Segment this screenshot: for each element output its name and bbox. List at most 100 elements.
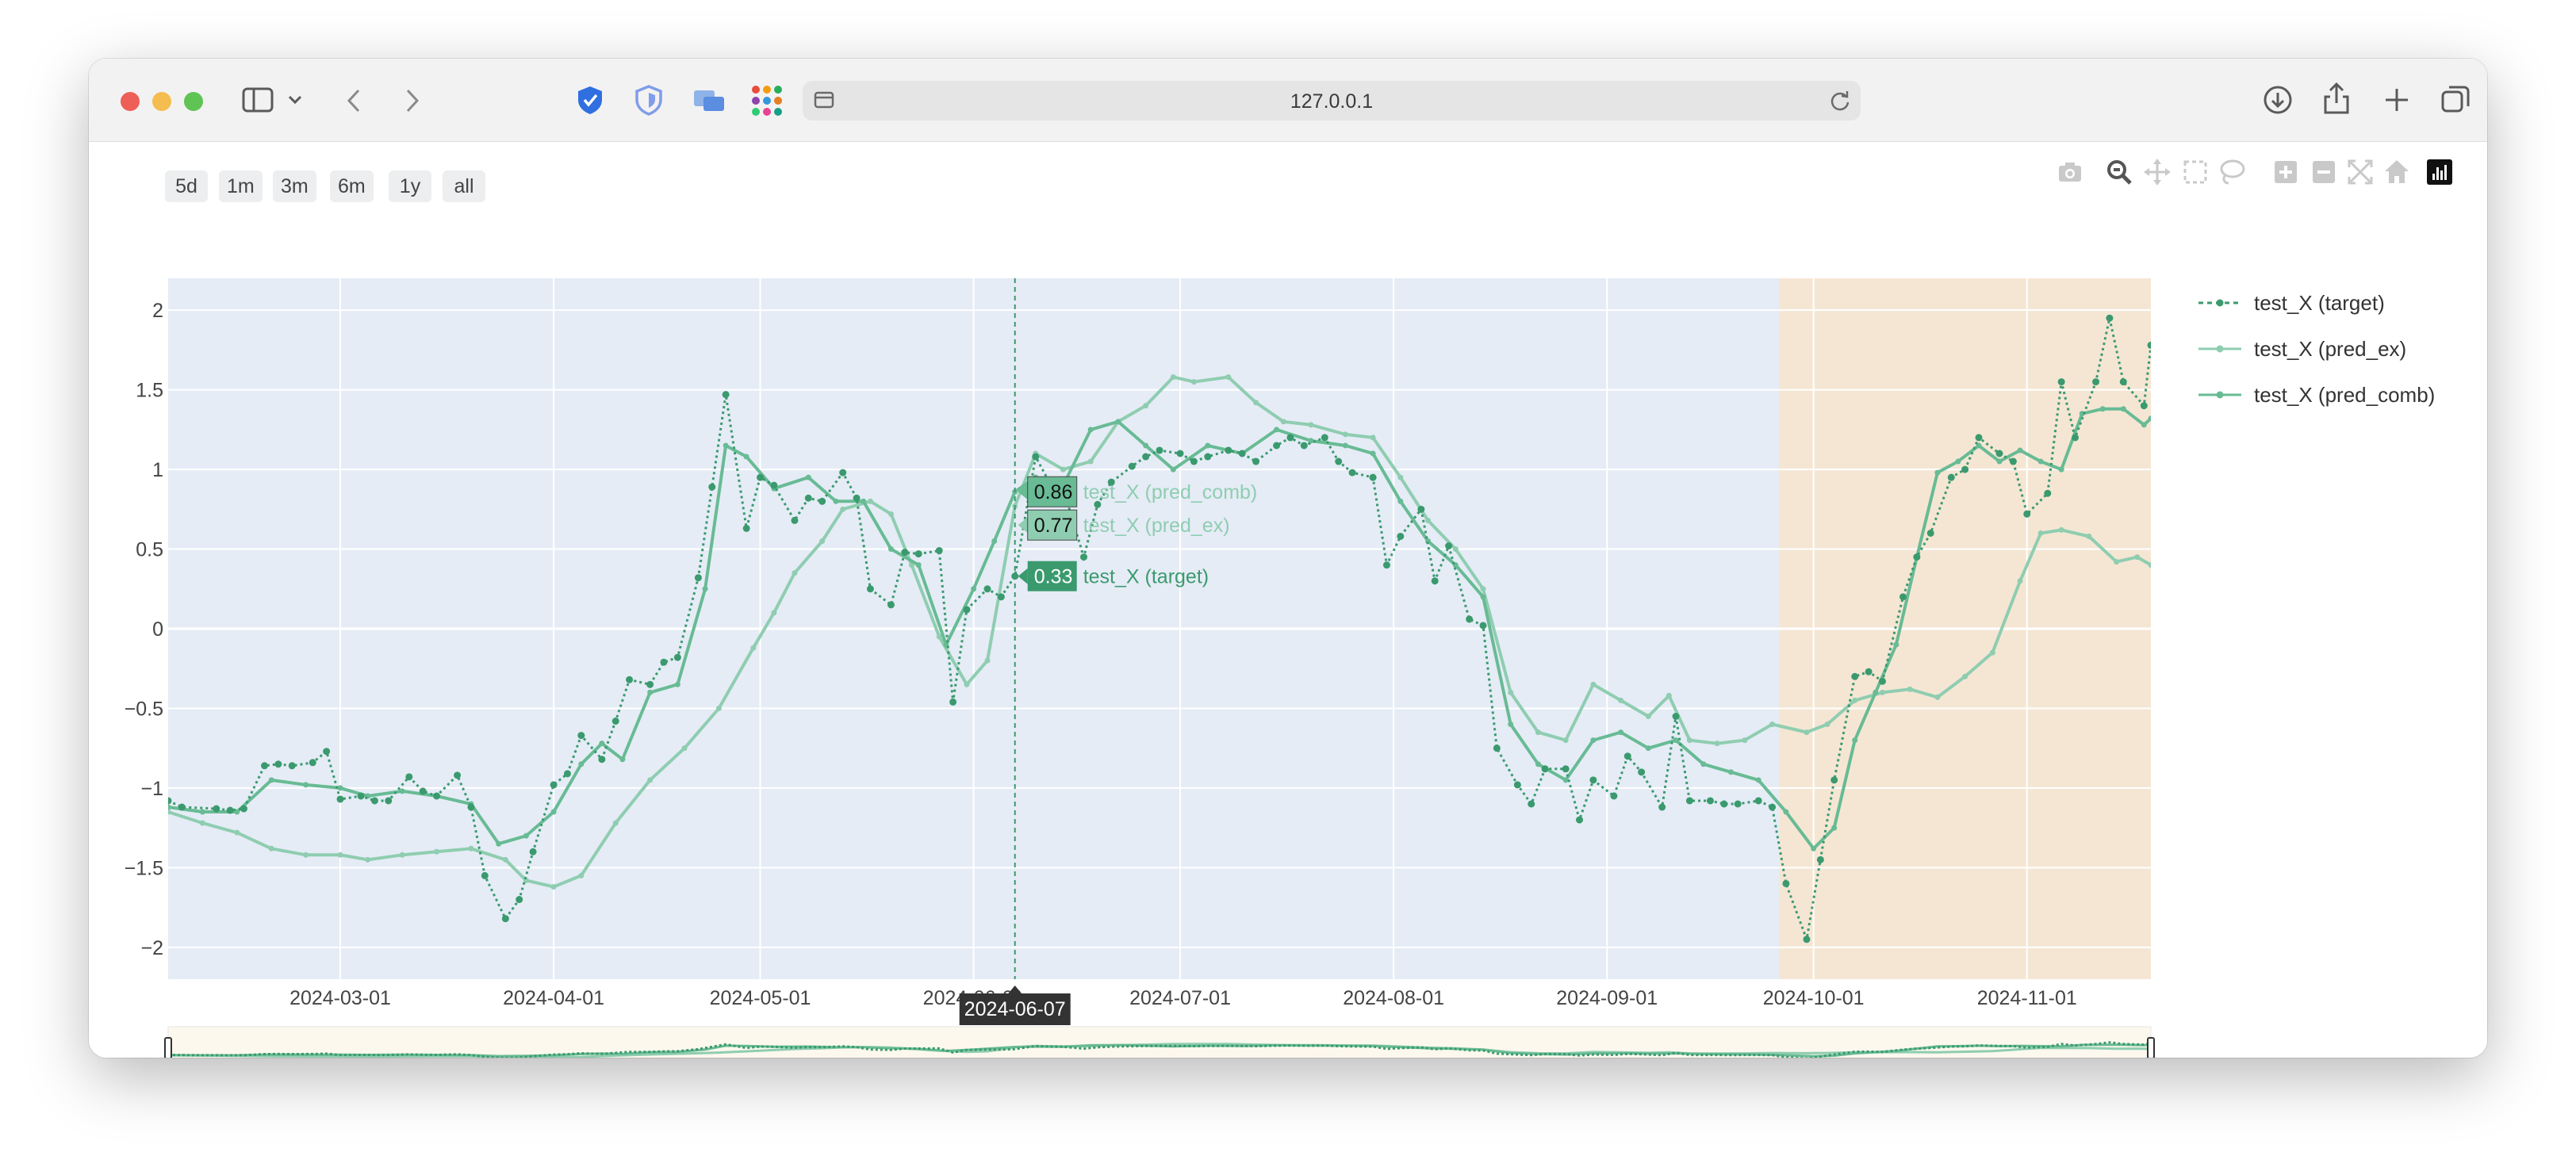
- target-series-point: [226, 806, 234, 814]
- target-series-point: [2044, 489, 2052, 497]
- target-series-point: [1706, 797, 1714, 805]
- camera-icon[interactable]: [2056, 158, 2084, 186]
- pred-ex-series-point: [365, 856, 371, 863]
- legend-item[interactable]: test_X (pred_ex): [2254, 337, 2406, 361]
- pred-comb-series-point: [1590, 737, 1597, 744]
- target-series-point: [1562, 765, 1570, 773]
- shield-check-icon[interactable]: [574, 84, 606, 116]
- forward-arrow-icon[interactable]: [400, 87, 424, 114]
- target-series-point: [274, 760, 282, 768]
- pred-ex-series-point: [468, 845, 474, 852]
- target-series-point: [1238, 450, 1246, 457]
- pred-ex-series-point: [887, 511, 894, 517]
- home-icon[interactable]: [2382, 158, 2411, 186]
- reload-icon[interactable]: [1829, 90, 1851, 112]
- target-series-point: [1321, 434, 1328, 442]
- target-series-point: [1273, 442, 1281, 450]
- minimize-window-button[interactable]: [152, 92, 171, 111]
- address-bar[interactable]: 127.0.0.1: [803, 81, 1861, 121]
- pred-comb-series-point: [2099, 406, 2106, 412]
- box-select-icon[interactable]: [2181, 158, 2210, 186]
- apps-grid-icon[interactable]: [750, 84, 784, 117]
- range-button-1y[interactable]: 1y: [389, 170, 431, 202]
- target-series-point: [516, 896, 523, 904]
- pred-comb-series-point: [619, 756, 626, 763]
- pred-comb-series-point: [168, 804, 171, 810]
- range-button-5d[interactable]: 5d: [165, 170, 208, 202]
- range-slider-left-handle[interactable]: [164, 1037, 172, 1058]
- target-series-point: [1610, 792, 1618, 800]
- target-series-point: [1348, 469, 1356, 477]
- pred-ex-series-point: [1769, 721, 1776, 728]
- pred-comb-series-point: [702, 586, 708, 592]
- legend-item[interactable]: test_X (pred_comb): [2254, 383, 2435, 407]
- window-stack-icon[interactable]: [692, 86, 726, 114]
- pred-ex-series-point: [2148, 562, 2151, 568]
- hover-date: 2024-06-07: [964, 998, 1066, 1020]
- autoscale-icon[interactable]: [2346, 158, 2375, 186]
- target-series-point: [983, 585, 991, 593]
- pred-comb-series-point: [1673, 737, 1679, 744]
- target-series-point: [1252, 457, 1260, 465]
- target-series: [168, 314, 2151, 944]
- download-icon[interactable]: [2262, 84, 2294, 116]
- target-series-point: [1369, 473, 1377, 481]
- hover-series-label: test_X (pred_comb): [1083, 481, 1258, 503]
- target-series-point: [168, 797, 172, 805]
- target-series-point: [1926, 529, 1934, 537]
- pred-comb-series-point: [1480, 594, 1486, 600]
- pred-comb-series-point: [550, 809, 557, 815]
- hover-series-label: test_X (pred_ex): [1083, 515, 1230, 537]
- target-series-point: [454, 771, 462, 779]
- range-slider-right-handle[interactable]: [2147, 1037, 2155, 1058]
- zoom-in-icon[interactable]: [2271, 158, 2300, 186]
- target-series-point: [2023, 510, 2031, 518]
- pred-comb-series-point: [2141, 422, 2147, 428]
- target-series-point: [1851, 672, 1859, 680]
- pred-comb-series-point: [1645, 745, 1651, 752]
- target-series-point: [694, 574, 702, 582]
- legend-item[interactable]: test_X (target): [2254, 291, 2385, 315]
- target-series-point: [1638, 768, 1646, 776]
- target-series-point: [1913, 553, 1921, 561]
- pred-comb-series-point: [743, 454, 749, 460]
- zoom-window-button[interactable]: [184, 92, 203, 111]
- back-arrow-icon[interactable]: [343, 87, 366, 114]
- pred-comb-series-point: [1755, 777, 1761, 783]
- pred-ex-series-point: [612, 820, 619, 826]
- target-series-point: [839, 469, 847, 477]
- lasso-select-icon[interactable]: [2218, 158, 2246, 186]
- pred-comb-series-point: [971, 586, 977, 592]
- pan-icon[interactable]: [2143, 158, 2172, 186]
- plotly-logo-icon[interactable]: [2425, 158, 2454, 186]
- share-icon[interactable]: [2321, 81, 2352, 116]
- pred-comb-series-point: [303, 782, 309, 788]
- pred-ex-series-point: [1742, 737, 1748, 744]
- legend-marker[interactable]: [2216, 299, 2224, 307]
- new-tab-icon[interactable]: [2381, 84, 2413, 116]
- range-button-6m[interactable]: 6m: [330, 170, 374, 202]
- target-series-point: [804, 494, 812, 502]
- legend-marker[interactable]: [2216, 345, 2224, 353]
- target-series-point: [1899, 593, 1907, 601]
- close-window-button[interactable]: [121, 92, 140, 111]
- zoom-out-icon[interactable]: [2310, 158, 2338, 186]
- hover-value-box: [1027, 561, 1077, 591]
- target-series-point: [914, 550, 922, 558]
- shield-icon[interactable]: [633, 84, 665, 116]
- target-series-point: [563, 770, 571, 778]
- target-series-point: [577, 732, 585, 740]
- range-button-3m[interactable]: 3m: [273, 170, 316, 202]
- hover-value-box: [1027, 476, 1078, 507]
- x-tick-label: 2024-08-01: [1343, 987, 1444, 1009]
- pred-ex-series-point: [1253, 400, 1259, 406]
- zoom-icon[interactable]: [2105, 158, 2133, 186]
- chevron-down-icon[interactable]: [287, 94, 303, 106]
- range-button-1m[interactable]: 1m: [219, 170, 263, 202]
- pred-ex-series-point: [1308, 422, 1314, 428]
- tab-overview-icon[interactable]: [2440, 84, 2471, 116]
- pred-ex-series-point: [750, 645, 757, 651]
- sidebar-icon[interactable]: [241, 86, 276, 114]
- legend-marker[interactable]: [2216, 391, 2224, 399]
- range-button-all[interactable]: all: [443, 170, 485, 202]
